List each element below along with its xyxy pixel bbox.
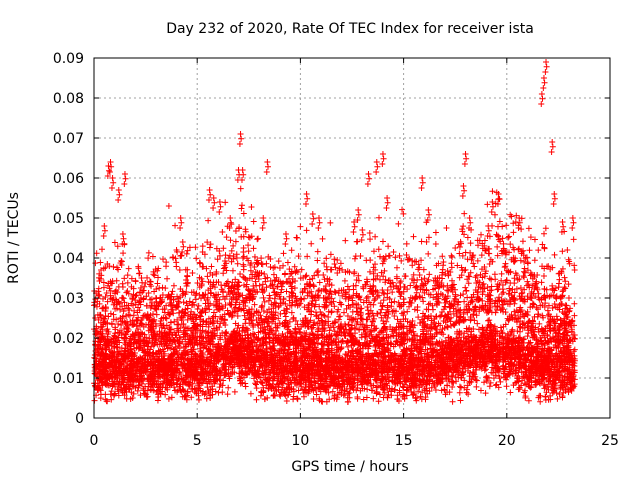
- data-point: [457, 397, 464, 404]
- data-point: [216, 384, 223, 391]
- data-point: [121, 347, 128, 354]
- data-point: [331, 352, 338, 359]
- data-point: [165, 395, 172, 402]
- data-point: [486, 317, 493, 324]
- data-point: [329, 388, 336, 395]
- data-point: [377, 379, 384, 386]
- data-point: [279, 384, 286, 391]
- data-point: [209, 383, 216, 390]
- data-point: [449, 398, 456, 405]
- data-point: [130, 390, 137, 397]
- data-point: [310, 396, 317, 403]
- data-point: [231, 388, 238, 395]
- data-point: [253, 385, 260, 392]
- data-point: [252, 381, 259, 388]
- data-point: [487, 379, 494, 386]
- data-point: [471, 317, 478, 324]
- data-point: [422, 396, 429, 403]
- data-point: [474, 320, 481, 327]
- data-point: [537, 398, 544, 405]
- data-points: [91, 59, 578, 405]
- data-point: [375, 398, 382, 405]
- data-point: [124, 359, 131, 366]
- data-point: [521, 389, 528, 396]
- data-point: [524, 333, 531, 340]
- data-point: [385, 391, 392, 398]
- data-point: [313, 391, 320, 398]
- data-point: [502, 321, 509, 328]
- data-point: [547, 396, 554, 403]
- data-point: [465, 391, 472, 398]
- data-point: [108, 388, 115, 395]
- data-point: [525, 397, 532, 404]
- data-point: [400, 384, 407, 391]
- data-point: [173, 372, 180, 379]
- data-point: [247, 390, 254, 397]
- data-point: [215, 389, 222, 396]
- data-point: [542, 397, 549, 404]
- data-point: [449, 383, 456, 390]
- data-point: [438, 387, 445, 394]
- data-point: [456, 389, 463, 396]
- data-point: [203, 395, 210, 402]
- data-point: [234, 325, 241, 332]
- data-point: [518, 382, 525, 389]
- data-point: [473, 383, 480, 390]
- data-point: [387, 388, 394, 395]
- data-point: [91, 397, 98, 404]
- chart-title: Day 232 of 2020, Rate Of TEC Index for r…: [166, 21, 534, 37]
- data-point: [363, 394, 370, 401]
- data-point: [507, 389, 514, 396]
- data-point: [253, 396, 260, 403]
- data-point: [485, 317, 492, 324]
- data-point: [219, 389, 226, 396]
- data-point: [270, 392, 277, 399]
- data-point: [370, 395, 377, 402]
- data-point: [237, 380, 244, 387]
- data-point: [162, 391, 169, 398]
- data-point: [360, 396, 367, 403]
- data-point: [470, 326, 477, 333]
- data-point: [542, 393, 549, 400]
- data-point: [391, 351, 398, 358]
- data-point: [532, 381, 539, 388]
- data-point: [108, 396, 115, 403]
- data-point: [207, 395, 214, 402]
- data-point: [473, 377, 480, 384]
- data-point: [225, 384, 232, 391]
- data-point: [526, 340, 533, 347]
- data-point: [127, 396, 134, 403]
- data-point: [107, 391, 114, 398]
- data-point: [283, 398, 290, 405]
- data-point: [212, 388, 219, 395]
- data-point: [222, 330, 229, 337]
- data-point: [442, 391, 449, 398]
- data-point: [413, 394, 420, 401]
- data-point: [475, 326, 482, 333]
- data-point: [243, 325, 250, 332]
- data-point: [181, 393, 188, 400]
- data-point: [224, 391, 231, 398]
- data-point: [417, 393, 424, 400]
- data-point: [521, 336, 528, 343]
- data-point: [364, 386, 371, 393]
- data-point: [543, 389, 550, 396]
- data-point: [477, 387, 484, 394]
- data-point: [497, 378, 504, 385]
- data-point: [458, 384, 465, 391]
- data-point: [188, 394, 195, 401]
- data-point: [503, 383, 510, 390]
- data-point: [456, 383, 463, 390]
- data-point: [482, 390, 489, 397]
